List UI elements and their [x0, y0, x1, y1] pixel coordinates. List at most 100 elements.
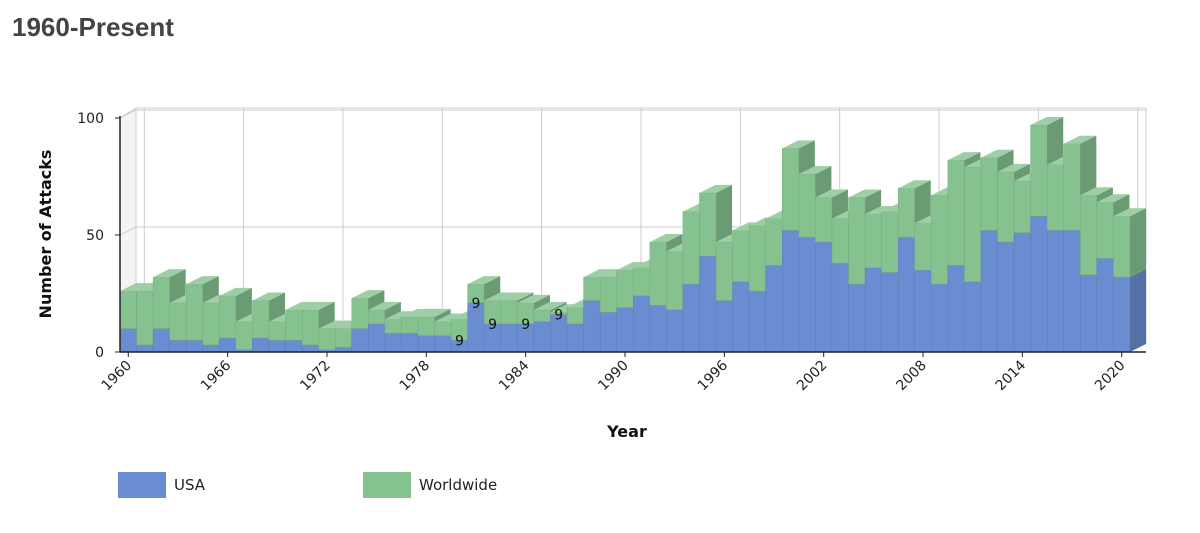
bar-front [1096, 258, 1114, 353]
bar-top [782, 140, 815, 149]
data-label-1986: 9 [554, 308, 563, 324]
bar-front [434, 321, 452, 336]
bar-front [318, 328, 336, 350]
data-labels: 999 99 [455, 296, 563, 349]
bar-top [649, 234, 683, 243]
bar-front [401, 316, 419, 334]
bar-front [202, 344, 220, 353]
bar-top [533, 301, 567, 310]
x-tick-label: 1960 [99, 358, 136, 395]
x-tick-label: 1978 [397, 358, 434, 395]
bar-front [351, 297, 369, 329]
bar-front [301, 309, 319, 346]
legend-item-usa[interactable]: USA [118, 472, 363, 498]
bar-front [815, 241, 833, 353]
bar-front [533, 321, 551, 353]
bar-front [500, 300, 518, 325]
bar-front [782, 230, 800, 353]
bar-top [583, 269, 617, 278]
bar-front [301, 344, 319, 353]
bar-front [351, 328, 369, 353]
bar-front [732, 281, 750, 353]
data-label-1981: 9 [472, 296, 481, 312]
bar-front [633, 267, 651, 297]
legend-swatch-usa [118, 472, 166, 498]
bar-front [666, 251, 684, 311]
bar-front [765, 218, 783, 266]
bar-front [252, 300, 270, 339]
bar-front [384, 333, 402, 353]
bar-top [1080, 187, 1113, 196]
bar-front [881, 211, 899, 273]
bar-front [748, 225, 766, 292]
data-label-1980: 9 [455, 333, 464, 349]
bar-front [699, 192, 717, 257]
bar-front [931, 194, 949, 285]
bar-front [798, 173, 816, 238]
bar-top [517, 294, 550, 303]
bar-top [815, 189, 848, 198]
bar-side [1130, 208, 1146, 278]
bar-front [152, 276, 170, 329]
x-tick-label: 2008 [893, 358, 930, 395]
bar-front [931, 283, 949, 353]
bar-top [898, 180, 931, 189]
bar-front [715, 241, 733, 301]
y-tick-label: 50 [86, 228, 104, 244]
bar-front [1046, 230, 1065, 353]
y-tick-label: 0 [95, 345, 104, 361]
bar-front [848, 197, 866, 285]
bar-front [715, 300, 733, 353]
bar-front [219, 337, 237, 353]
bar-front [881, 272, 899, 353]
bar-front [897, 237, 916, 353]
bar-top [153, 269, 186, 278]
bar-top [1113, 208, 1146, 217]
bar-front [417, 316, 435, 336]
bar-front [682, 211, 700, 285]
bar-front [119, 290, 137, 329]
y-axis-title: Number of Attacks [36, 150, 55, 319]
legend-swatch-worldwide [363, 472, 411, 498]
bar-front [169, 340, 187, 353]
x-tick-label: 1996 [695, 357, 732, 394]
bar-front [566, 307, 584, 325]
bar-front [434, 335, 452, 353]
bar-front [235, 321, 253, 350]
bar-front [268, 340, 286, 353]
bar-top [980, 149, 1014, 158]
bar-front [616, 307, 634, 353]
bar-front [831, 218, 849, 264]
bar-front [980, 230, 998, 353]
x-tick-label: 1972 [297, 358, 334, 395]
bar-front [997, 241, 1015, 353]
bar-front [649, 241, 667, 306]
attacks-bar-chart: 0 50 100 1960 1966 1972 1978 1984 1990 1996 2002 20… [36, 107, 1147, 441]
bar-side [1130, 269, 1146, 352]
x-tick-label: 2002 [794, 358, 831, 395]
bar-front [732, 230, 750, 283]
bars [119, 117, 1146, 353]
bar-front [782, 148, 800, 231]
bar-top [368, 301, 401, 310]
bar-front [169, 302, 187, 341]
legend-item-worldwide[interactable]: Worldwide [363, 472, 608, 498]
bar-front [136, 290, 154, 346]
bar-front [583, 300, 601, 353]
bar-front [947, 159, 965, 266]
page-title: 1960-Present [12, 12, 174, 42]
bar-front [1113, 276, 1131, 353]
bar-front [368, 323, 386, 353]
legend-label-worldwide: Worldwide [419, 476, 498, 494]
bar-front [864, 213, 882, 269]
x-tick-label: 2014 [993, 357, 1030, 394]
bar-front [964, 281, 982, 353]
bar-front [136, 344, 154, 353]
bar-top [997, 163, 1031, 172]
bar-top [351, 290, 385, 299]
chart-legend: USA Worldwide [118, 472, 608, 498]
bar-front [583, 276, 601, 301]
bar-top [285, 301, 319, 310]
bar-front [268, 321, 286, 341]
bar-front [1030, 216, 1048, 353]
